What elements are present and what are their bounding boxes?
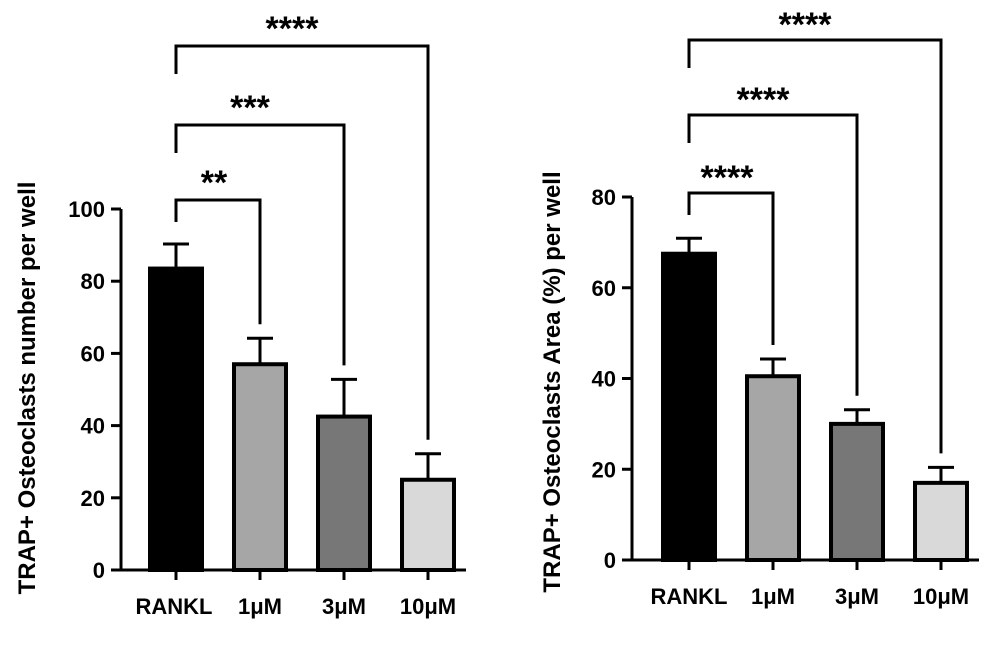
y-tick-label: 40	[81, 414, 105, 439]
y-tick-label: 40	[592, 367, 616, 392]
x-category-label: 1μM	[751, 584, 795, 609]
y-axis-ticks: 0 20 40 60 80	[592, 185, 616, 573]
x-axis-categories: RANKL 1μM 3μM 10μM	[651, 584, 970, 609]
y-axis-title: TRAP+ Osteoclasts Area (%) per well	[539, 171, 566, 592]
y-tick-label: 20	[81, 486, 105, 511]
significance-bracket	[174, 198, 262, 325]
bar	[400, 477, 456, 572]
bar	[829, 421, 885, 562]
y-axis-ticks: 0 20 40 60 80 100	[68, 197, 105, 583]
x-category-label: 10μM	[913, 584, 969, 609]
y-tick-label: 0	[93, 558, 105, 583]
significance-label: ****	[779, 6, 833, 44]
y-tick-label: 0	[604, 548, 616, 573]
y-tick-label: 100	[68, 197, 105, 222]
significance-label: **	[201, 164, 228, 202]
bar	[661, 251, 717, 562]
y-tick-label: 80	[81, 269, 105, 294]
x-category-label: 10μM	[400, 594, 456, 619]
y-tick-label: 60	[592, 276, 616, 301]
bar	[148, 266, 204, 572]
bar	[316, 414, 372, 573]
y-tick-label: 60	[81, 341, 105, 366]
significance-bracket	[174, 44, 430, 440]
significance-label: ****	[266, 10, 320, 48]
x-category-label: RANKL	[651, 584, 728, 609]
significance-labels: **** **** ****	[701, 6, 833, 197]
bar	[745, 374, 801, 563]
significance-bracket	[687, 38, 943, 454]
significance-label: ****	[737, 81, 791, 119]
x-axis-categories: RANKL 1μM 3μM 10μM	[136, 594, 457, 619]
bar	[913, 480, 969, 562]
significance-bracket	[687, 113, 859, 396]
significance-label: ***	[230, 89, 270, 127]
x-category-label: 3μM	[835, 584, 879, 609]
x-category-label: RANKL	[136, 594, 213, 619]
significance-bracket	[687, 191, 775, 345]
bar	[232, 362, 288, 573]
chart-area-per-well: TRAP+ Osteoclasts Area (%) per well 0 20…	[539, 6, 979, 609]
chart-number-per-well: TRAP+ Osteoclasts number per well 0 20 4…	[14, 10, 466, 619]
x-category-label: 1μM	[238, 594, 282, 619]
x-category-label: 3μM	[322, 594, 366, 619]
significance-label: ****	[701, 159, 755, 197]
y-tick-label: 20	[592, 457, 616, 482]
y-tick-label: 80	[592, 185, 616, 210]
y-axis-title: TRAP+ Osteoclasts number per well	[14, 182, 41, 595]
significance-labels: ** *** ****	[201, 10, 319, 202]
significance-bracket	[174, 123, 346, 366]
